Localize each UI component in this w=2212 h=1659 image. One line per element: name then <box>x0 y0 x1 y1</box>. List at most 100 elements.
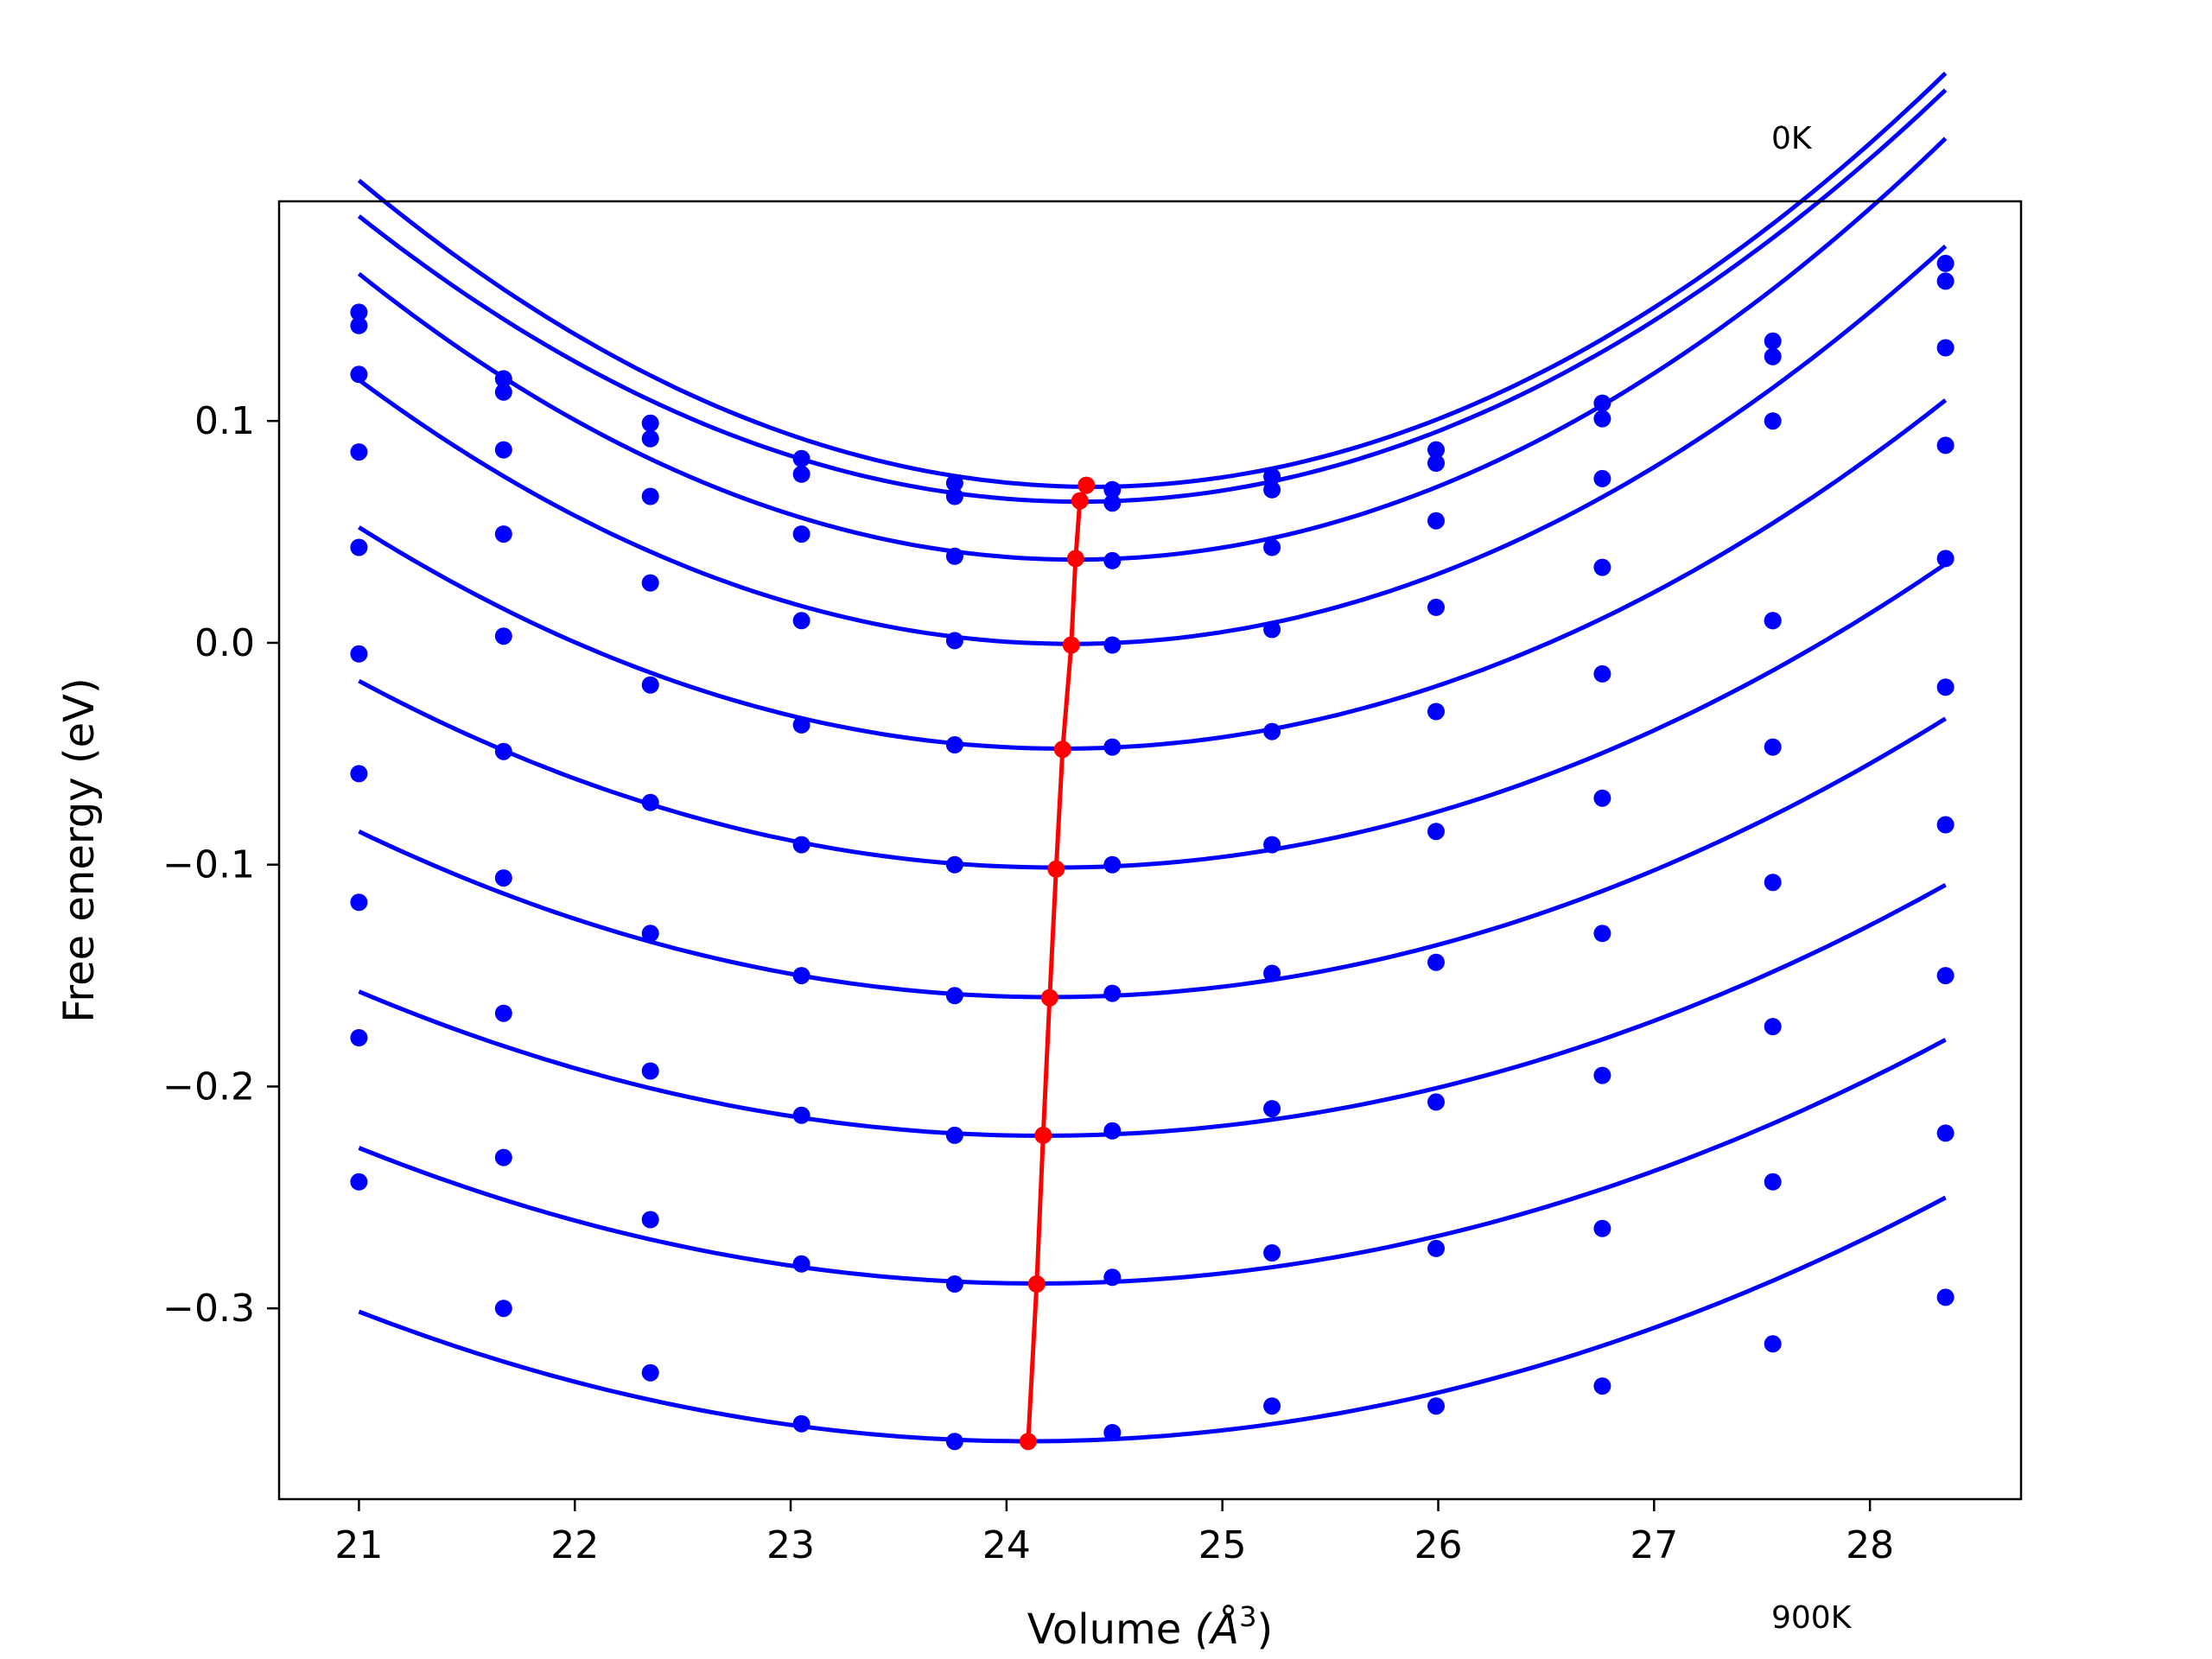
data-point <box>1263 1244 1281 1262</box>
x-axis: 21 22 23 24 25 26 27 28 <box>334 1499 1894 1567</box>
fit-curve <box>358 562 1947 870</box>
data-point <box>1764 1018 1782 1036</box>
minimum-line <box>1026 484 1089 1442</box>
data-point <box>1764 874 1782 892</box>
data-point <box>641 429 659 448</box>
data-point <box>792 1106 810 1124</box>
y-tick-label: −0.2 <box>162 1065 255 1109</box>
data-point <box>350 1173 368 1191</box>
y-axis-label: Free energy (eV) <box>55 677 104 1022</box>
minimum-point <box>1034 1126 1052 1144</box>
data-point <box>1593 1066 1611 1084</box>
data-point <box>1427 953 1445 971</box>
x-tick-label: 24 <box>982 1523 1031 1567</box>
fit-curve <box>358 1195 1947 1444</box>
x-axis-label-unit: (Å <box>1195 1605 1240 1654</box>
data-point <box>1427 1239 1445 1257</box>
fit-curve <box>358 1038 1947 1286</box>
data-point <box>1593 394 1611 412</box>
annotation-top: 0K <box>1771 121 1813 156</box>
data-point <box>1263 722 1281 741</box>
data-point <box>1427 1397 1445 1415</box>
minimum-point <box>1066 550 1084 568</box>
data-point <box>1103 551 1122 569</box>
data-point <box>1593 410 1611 428</box>
data-point <box>792 449 810 467</box>
data-point <box>1263 480 1281 499</box>
data-point <box>945 855 963 874</box>
plot-minima <box>1019 476 1096 1451</box>
data-point <box>641 925 659 943</box>
data-point <box>350 645 368 663</box>
x-tick-label: 23 <box>766 1523 815 1567</box>
data-point <box>1764 347 1782 365</box>
x-tick-label: 22 <box>550 1523 599 1567</box>
data-point <box>792 967 810 985</box>
fit-curve <box>357 71 1948 489</box>
data-point <box>641 1211 659 1229</box>
data-point <box>1936 550 1955 568</box>
data-point <box>1593 558 1611 576</box>
data-point <box>350 365 368 384</box>
data-point <box>350 893 368 912</box>
data-point <box>1593 925 1611 943</box>
data-point <box>1593 469 1611 487</box>
data-point <box>1427 512 1445 530</box>
data-point <box>350 443 368 461</box>
data-point <box>1263 620 1281 639</box>
minimum-point <box>1047 860 1065 878</box>
data-point <box>494 1300 512 1318</box>
data-point <box>1764 1173 1782 1191</box>
data-point <box>1427 1093 1445 1111</box>
data-point <box>494 525 512 543</box>
data-point <box>1764 412 1782 430</box>
data-point <box>1936 254 1955 272</box>
data-point <box>1427 441 1445 459</box>
fit-curve <box>358 716 1947 1000</box>
data-point <box>350 538 368 556</box>
data-point <box>1427 598 1445 616</box>
data-point <box>1103 480 1122 499</box>
data-point <box>494 869 512 887</box>
plot-points <box>350 254 1955 1451</box>
data-point <box>1263 1397 1281 1415</box>
data-point <box>350 303 368 321</box>
data-point <box>945 987 963 1005</box>
data-point <box>350 316 368 334</box>
minimum-point <box>1019 1433 1037 1451</box>
data-point <box>641 793 659 811</box>
data-point <box>945 632 963 650</box>
minimum-point <box>1027 1275 1046 1293</box>
minimum-point <box>1053 741 1071 759</box>
data-point <box>792 525 810 543</box>
data-point <box>945 487 963 505</box>
data-point <box>792 715 810 734</box>
data-point <box>792 612 810 630</box>
data-point <box>1103 494 1122 512</box>
y-tick-label: 0.0 <box>194 621 255 665</box>
data-point <box>1764 1335 1782 1353</box>
data-point <box>1593 1219 1611 1237</box>
minimum-point <box>1062 636 1080 654</box>
data-point <box>641 1363 659 1382</box>
fit-curve <box>357 245 1948 646</box>
data-point <box>641 676 659 694</box>
data-point <box>1263 1100 1281 1118</box>
data-point <box>1936 678 1955 696</box>
data-point <box>1427 454 1445 472</box>
data-point <box>494 383 512 401</box>
x-tick-label: 28 <box>1846 1523 1894 1567</box>
data-point <box>1263 964 1281 982</box>
x-tick-label: 25 <box>1198 1523 1247 1567</box>
data-point <box>1764 738 1782 756</box>
data-point <box>1936 1288 1955 1306</box>
data-point <box>1936 816 1955 834</box>
data-point <box>1103 636 1122 654</box>
y-tick-label: 0.1 <box>194 399 255 443</box>
fit-curve <box>358 398 1948 751</box>
data-point <box>1427 702 1445 721</box>
data-point <box>494 441 512 459</box>
data-point <box>1593 789 1611 807</box>
data-point <box>1936 272 1955 290</box>
data-point <box>1936 967 1955 985</box>
